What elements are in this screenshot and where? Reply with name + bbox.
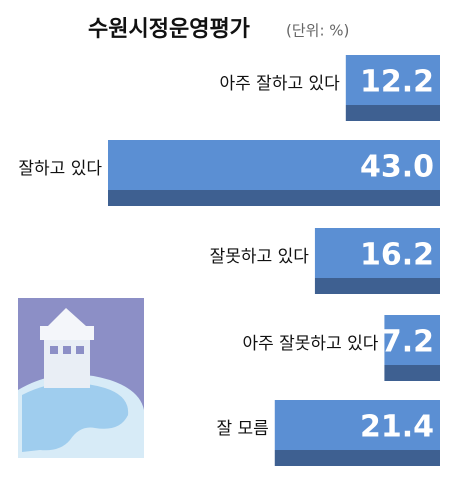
bar <box>384 315 440 365</box>
bar-shade <box>274 450 440 466</box>
bar <box>274 400 440 450</box>
value-label: 43.0 <box>360 150 434 185</box>
category-label: 잘못하고 있다 <box>210 247 310 267</box>
bar-shade <box>345 105 440 121</box>
bar-shade <box>384 365 440 381</box>
category-label: 잘하고 있다 <box>18 159 102 179</box>
bar <box>345 55 440 105</box>
bar-shade <box>108 190 440 206</box>
category-label: 아주 잘못하고 있다 <box>242 334 378 354</box>
chart-title: 수원시정운영평가 <box>88 17 250 42</box>
illustration <box>18 298 144 458</box>
category-label: 아주 잘하고 있다 <box>220 74 341 94</box>
chart-subtitle: (단위: %) <box>286 22 349 40</box>
bar <box>314 228 440 278</box>
category-label: 잘 모름 <box>216 419 268 439</box>
value-label: 21.4 <box>360 410 434 445</box>
bar-shade <box>314 278 440 294</box>
value-label: 12.2 <box>360 65 434 100</box>
value-label: 7.2 <box>381 325 434 360</box>
bar <box>108 140 440 190</box>
value-label: 16.2 <box>360 238 434 273</box>
